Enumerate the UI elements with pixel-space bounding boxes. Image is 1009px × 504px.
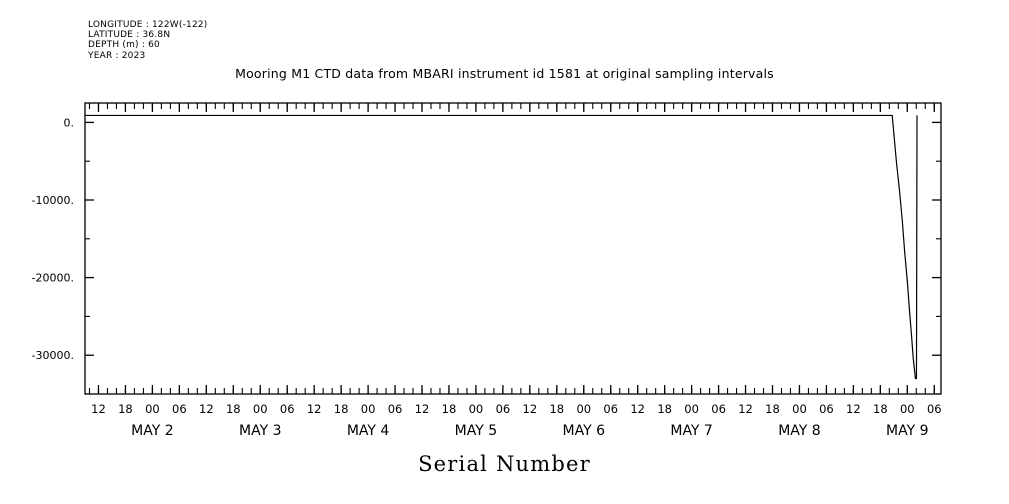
x-tick-hour-label: 18	[334, 402, 349, 416]
x-tick-hour-label: 00	[253, 402, 268, 416]
x-day-label: MAY 2	[131, 423, 173, 439]
metadata-latitude: LATITUDE : 36.8N	[88, 30, 171, 41]
metadata-longitude: LONGITUDE : 122W(-122)	[88, 20, 208, 30]
data-series-group	[85, 114, 918, 380]
x-tick-hour-label: 06	[280, 402, 295, 416]
x-tick-hour-label: 06	[388, 402, 403, 416]
y-axis-ticks: 0. -10000. -20000. -30000.	[32, 116, 941, 395]
x-tick-hour-label: 12	[523, 402, 538, 416]
x-tick-hour-label: 18	[118, 402, 133, 416]
x-tick-hour-label: 00	[792, 402, 807, 416]
x-day-label: MAY 3	[239, 423, 281, 439]
x-day-label: MAY 7	[670, 423, 712, 439]
x-tick-hour-label: 12	[307, 402, 322, 416]
x-tick-hour-label: 18	[765, 402, 780, 416]
x-tick-hour-label: 12	[846, 402, 861, 416]
x-tick-hour-label: 06	[496, 402, 511, 416]
x-tick-hour-label: 06	[927, 402, 942, 416]
metadata-depth: DEPTH (m) : 60	[88, 40, 160, 51]
x-tick-hour-label: 00	[361, 402, 376, 416]
x-day-label: MAY 6	[563, 423, 606, 439]
x-day-label: MAY 4	[347, 423, 390, 439]
x-tick-hour-label: 00	[145, 402, 160, 416]
x-axis-day-labels: MAY 2 MAY 3 MAY 4 MAY 5 MAY 6 MAY 7 MAY 8 MAY 9	[131, 423, 928, 439]
x-tick-hour-label: 12	[199, 402, 214, 416]
y-tick-label: -30000.	[32, 349, 74, 362]
x-day-label: MAY 8	[778, 423, 820, 439]
chart-title: Mooring M1 CTD data from MBARI instrumen…	[235, 66, 774, 81]
x-tick-hour-label: 12	[738, 402, 753, 416]
x-tick-hour-label: 12	[415, 402, 430, 416]
x-tick-hour-label: 00	[576, 402, 591, 416]
x-tick-hour-label: 12	[91, 402, 106, 416]
x-tick-hour-label: 18	[549, 402, 564, 416]
x-day-label: MAY 5	[455, 423, 497, 439]
x-axis-label: Serial Number	[418, 452, 591, 476]
x-tick-hour-label: 00	[469, 402, 484, 416]
x-tick-hour-label: 06	[711, 402, 726, 416]
x-tick-hour-label: 06	[603, 402, 618, 416]
x-axis-ticks	[88, 103, 935, 394]
y-tick-label: -20000.	[32, 272, 74, 285]
metadata-year: YEAR : 2023	[88, 50, 146, 61]
x-tick-hour-label: 18	[226, 402, 241, 416]
y-tick-label: 0.	[64, 116, 75, 129]
plot-frame	[84, 102, 942, 395]
x-tick-hour-label: 00	[900, 402, 915, 416]
x-tick-hour-label: 06	[172, 402, 187, 416]
x-tick-hour-label: 18	[442, 402, 457, 416]
station-metadata: LONGITUDE : 122W(-122) LATITUDE : 36.8N …	[88, 20, 208, 61]
x-axis-tick-labels: 12 18 00 06 12 18 00 06 12 18 00 06 12 18 00 06 12 18 00 06…	[91, 402, 941, 416]
x-tick-hour-label: 18	[873, 402, 888, 416]
x-tick-hour-label: 12	[630, 402, 645, 416]
y-tick-label: -10000.	[32, 194, 74, 207]
x-day-label: MAY 9	[886, 423, 928, 439]
plot-frame-rect	[84, 102, 942, 395]
x-tick-hour-label: 06	[819, 402, 834, 416]
series-line-serial-number	[85, 114, 918, 380]
x-tick-hour-label: 00	[684, 402, 699, 416]
x-tick-hour-label: 18	[657, 402, 672, 416]
